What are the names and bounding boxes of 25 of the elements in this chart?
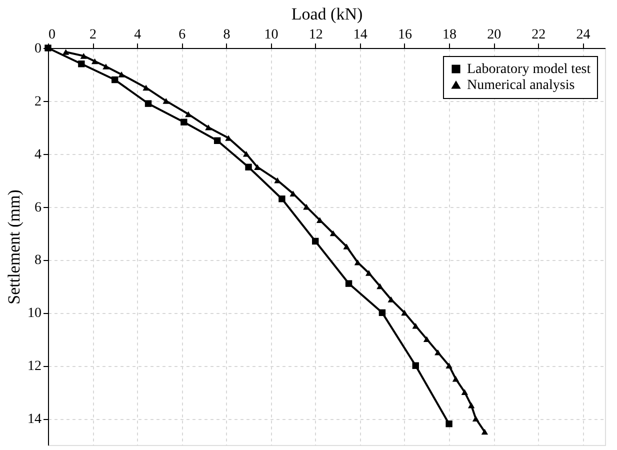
x-tick-label: 10 xyxy=(264,28,278,42)
y-tick-label: 6 xyxy=(34,200,42,216)
y-tick-label: 12 xyxy=(28,359,42,374)
y-tick-label: 4 xyxy=(34,147,42,162)
x-tick-label: 18 xyxy=(442,28,457,42)
x-tick-label: 0 xyxy=(48,28,56,42)
x-tick-label: 2 xyxy=(90,28,97,42)
x-tick-label: 6 xyxy=(178,28,186,42)
x-tick-label: 4 xyxy=(134,28,142,42)
x-tick-label: 14 xyxy=(353,28,368,42)
y-tick-label: 14 xyxy=(28,412,42,428)
y-tick-label: 2 xyxy=(34,94,42,110)
x-axis-title: Load (kN) xyxy=(291,4,363,24)
x-tick-label: 20 xyxy=(487,28,502,42)
legend-label: Laboratory model test xyxy=(467,62,591,77)
legend-label: Numerical analysis xyxy=(467,78,575,93)
x-tick-label: 8 xyxy=(223,28,230,42)
x-tick-label: 16 xyxy=(398,28,412,42)
y-tick-label: 0 xyxy=(34,42,42,56)
x-tick-label: 22 xyxy=(532,28,546,42)
y-tick-label: 10 xyxy=(28,306,42,322)
x-tick-label: 12 xyxy=(308,28,323,42)
y-axis-title: Settlement (mm) xyxy=(4,190,24,304)
x-tick-label: 24 xyxy=(576,28,590,42)
y-tick-label: 8 xyxy=(34,253,42,268)
